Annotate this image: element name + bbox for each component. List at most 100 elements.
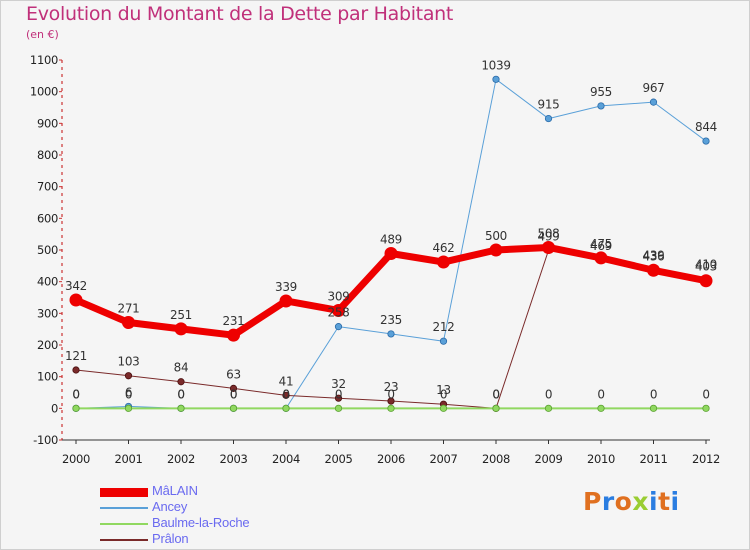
y-tick-label: 300: [37, 306, 58, 320]
data-label: 0: [72, 387, 79, 401]
x-tick-label: 2007: [429, 452, 457, 466]
data-point: [72, 366, 80, 374]
data-label: 844: [695, 120, 717, 134]
legend-swatch: [100, 487, 148, 497]
data-label: 0: [282, 387, 289, 401]
data-label: 339: [275, 280, 297, 294]
data-point: [72, 404, 80, 412]
data-point: [702, 404, 710, 412]
data-label: 0: [597, 387, 604, 401]
logo-letter: t: [658, 487, 671, 516]
x-tick-label: 2000: [62, 452, 90, 466]
data-point: [227, 328, 240, 342]
data-point: [124, 372, 133, 380]
data-point: [597, 102, 605, 110]
data-label: 6: [125, 385, 132, 399]
data-point: [437, 255, 450, 269]
y-tick-label: 800: [37, 148, 58, 162]
data-point: [122, 316, 135, 330]
data-point: [387, 404, 395, 412]
data-label: 309: [327, 289, 349, 303]
data-label: 0: [177, 387, 184, 401]
x-tick-label: 2011: [639, 452, 667, 466]
y-tick-label: 1100: [30, 53, 58, 67]
data-label: 84: [174, 361, 189, 375]
data-label: 121: [65, 349, 87, 363]
data-label: 499: [537, 229, 559, 243]
data-point: [177, 378, 185, 386]
data-point: [544, 404, 553, 412]
x-tick-label: 2001: [114, 452, 142, 466]
data-point: [597, 404, 605, 412]
data-point: [387, 330, 395, 338]
data-point: [649, 98, 658, 106]
data-point: [699, 274, 713, 288]
data-label: 13: [436, 383, 451, 397]
data-label: 0: [650, 387, 657, 401]
data-point: [279, 294, 293, 308]
logo-letter: i: [670, 487, 680, 516]
data-label: 271: [117, 302, 139, 316]
y-tick-label: 100: [37, 370, 58, 384]
data-label: 403: [695, 260, 717, 274]
data-label: 103: [117, 355, 139, 369]
data-label: 439: [642, 248, 664, 262]
data-label: 475: [590, 237, 612, 251]
data-label: 235: [380, 313, 402, 327]
y-tick-label: 200: [37, 338, 58, 352]
data-point: [702, 137, 710, 145]
data-point: [492, 75, 500, 83]
data-label: 436: [642, 249, 664, 263]
data-label: 32: [331, 377, 346, 391]
data-label: 0: [230, 387, 237, 401]
chart-subtitle: (en €): [26, 28, 59, 41]
y-tick-label: -100: [33, 433, 58, 447]
data-label: 0: [335, 387, 342, 401]
data-label: 63: [226, 367, 241, 381]
data-label: 0: [492, 387, 499, 401]
data-label: 258: [327, 306, 349, 320]
data-label: 955: [590, 85, 612, 99]
data-label: 251: [170, 308, 192, 322]
legend-swatch: [100, 539, 148, 541]
logo-letter: i: [649, 487, 659, 516]
data-label: 0: [282, 387, 289, 401]
data-label: 915: [537, 98, 559, 112]
data-point: [492, 404, 500, 412]
proxiti-logo: Proxiti: [583, 487, 680, 516]
data-point: [542, 240, 555, 254]
y-tick-label: 600: [37, 211, 58, 225]
logo-letter: x: [632, 487, 649, 516]
y-tick-label: 400: [37, 275, 58, 289]
data-label: 0: [72, 387, 79, 401]
y-tick-label: 700: [37, 180, 58, 194]
logo-letter: o: [614, 487, 633, 516]
data-label: 0: [177, 387, 184, 401]
data-point: [69, 293, 83, 307]
legend-label: Baulme-la-Roche: [152, 515, 250, 530]
data-label: 0: [125, 387, 132, 401]
data-label: 0: [492, 387, 499, 401]
data-point: [594, 251, 608, 265]
data-label: 410: [695, 258, 717, 272]
data-point: [282, 391, 290, 399]
data-point: [439, 337, 448, 345]
logo-letter: P: [583, 487, 602, 516]
data-label: 231: [222, 314, 244, 328]
data-point: [282, 404, 290, 412]
data-label: 500: [485, 229, 507, 243]
data-label: 1039: [481, 58, 510, 72]
legend-label: MâLAIN: [152, 483, 198, 498]
x-tick-label: 2010: [587, 452, 615, 466]
data-point: [489, 243, 503, 257]
legend-swatch: [100, 507, 148, 509]
x-tick-label: 2012: [692, 452, 720, 466]
data-point: [229, 384, 238, 392]
data-point: [334, 404, 343, 412]
data-label: 23: [384, 380, 399, 394]
x-tick-label: 2008: [482, 452, 510, 466]
data-point: [649, 404, 658, 412]
data-label: 489: [380, 232, 402, 246]
data-label: 0: [545, 387, 552, 401]
